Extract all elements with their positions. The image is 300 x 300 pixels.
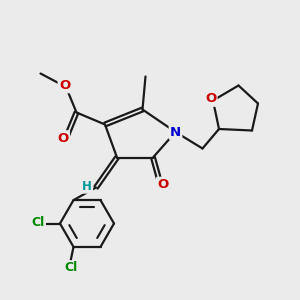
Text: Cl: Cl [32,216,45,230]
Text: O: O [59,79,70,92]
Text: O: O [57,131,69,145]
Text: H: H [82,179,92,193]
Text: Cl: Cl [65,261,78,274]
Text: O: O [157,178,169,191]
Text: N: N [170,125,181,139]
Text: O: O [205,92,216,106]
